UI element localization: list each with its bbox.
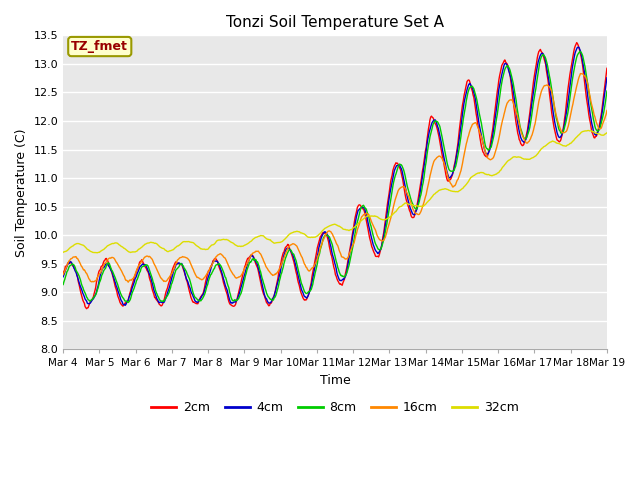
Y-axis label: Soil Temperature (C): Soil Temperature (C) [15, 128, 28, 257]
Legend: 2cm, 4cm, 8cm, 16cm, 32cm: 2cm, 4cm, 8cm, 16cm, 32cm [147, 396, 524, 420]
Title: Tonzi Soil Temperature Set A: Tonzi Soil Temperature Set A [226, 15, 444, 30]
X-axis label: Time: Time [319, 374, 351, 387]
Text: TZ_fmet: TZ_fmet [71, 40, 128, 53]
